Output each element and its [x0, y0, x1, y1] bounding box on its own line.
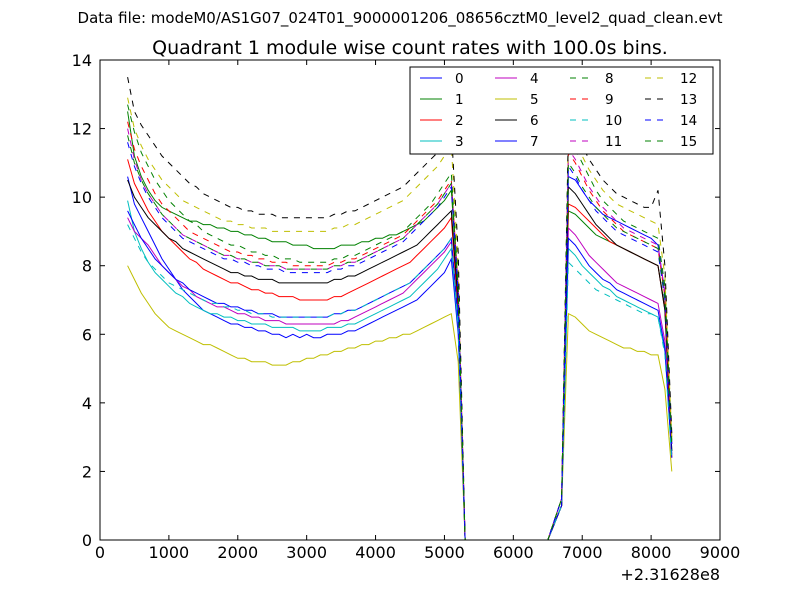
legend-label-11: 11	[605, 134, 622, 150]
legend-label-10: 10	[605, 113, 622, 129]
series-line-1	[127, 111, 673, 541]
legend-label-14: 14	[680, 113, 697, 129]
series-line-7	[127, 210, 673, 541]
series-line-2	[127, 159, 673, 541]
legend-label-4: 4	[530, 71, 539, 87]
legend-label-15: 15	[680, 134, 697, 150]
x-tick-label: 8000	[631, 543, 672, 562]
figure-suptitle: Data file: modeM0/AS1G07_024T01_90000012…	[78, 9, 723, 28]
legend-label-8: 8	[605, 71, 614, 87]
legend-label-3: 3	[455, 134, 464, 150]
x-tick-label: 9000	[700, 543, 741, 562]
series-line-6	[127, 179, 673, 541]
series-line-12	[127, 97, 673, 541]
y-tick-label: 4	[82, 394, 92, 413]
x-tick-label: 3000	[286, 543, 327, 562]
x-tick-label: 2000	[217, 543, 258, 562]
series-line-9	[127, 121, 673, 541]
y-tick-label: 10	[72, 188, 92, 207]
series-line-0	[127, 175, 673, 541]
legend-label-0: 0	[455, 71, 464, 87]
x-tick-label: 5000	[424, 543, 465, 562]
chart-title: Quadrant 1 module wise count rates with …	[152, 37, 668, 59]
series-line-10	[127, 224, 673, 541]
legend-frame	[409, 66, 714, 155]
plot-frame	[99, 59, 721, 541]
legend-label-2: 2	[455, 113, 464, 129]
series-line-4	[127, 217, 673, 541]
y-tick-label: 0	[82, 531, 92, 550]
y-tick-label: 12	[72, 120, 92, 139]
series-line-3	[127, 200, 673, 541]
x-tick-label: 6000	[493, 543, 534, 562]
legend-label-1: 1	[455, 92, 464, 108]
y-tick-label: 2	[82, 462, 92, 481]
legend-label-12: 12	[680, 71, 697, 87]
series-line-15	[127, 135, 673, 541]
y-tick-label: 14	[72, 51, 92, 70]
legend-label-13: 13	[680, 92, 697, 108]
series-line-5	[127, 265, 673, 541]
x-tick-label: 0	[95, 543, 105, 562]
legend-label-6: 6	[530, 113, 539, 129]
x-tick-label: 7000	[562, 543, 603, 562]
legend-label-9: 9	[605, 92, 614, 108]
x-offset-label: +2.31628e8	[620, 565, 720, 584]
legend-label-7: 7	[530, 134, 539, 150]
series-line-11	[127, 128, 673, 541]
x-tick-label: 4000	[355, 543, 396, 562]
x-tick-label: 1000	[149, 543, 190, 562]
legend-label-5: 5	[530, 92, 539, 108]
series-line-8	[127, 104, 673, 541]
y-tick-label: 8	[82, 257, 92, 276]
y-tick-label: 6	[82, 325, 92, 344]
axes: 0 1000 2000 3000 4000 5000 6000 7000 8000 9000 0 2 4…	[72, 51, 741, 562]
